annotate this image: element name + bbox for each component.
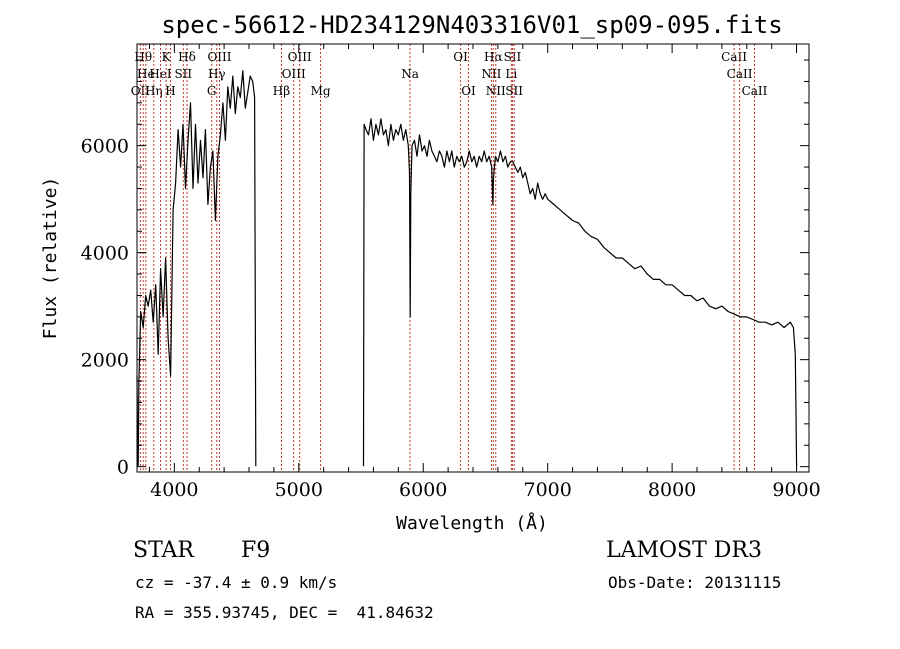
spectral-line-label: H	[165, 84, 175, 98]
spectral-line-label: OIII	[288, 50, 312, 64]
spectral-line-label: Hγ	[208, 67, 226, 81]
spectral-line-label: Hβ	[273, 84, 290, 98]
observation-date: Obs-Date: 20131115	[608, 573, 782, 592]
survey-name: LAMOST DR3	[606, 538, 762, 563]
series-layer	[136, 70, 798, 467]
spectral-line-label: NII	[486, 84, 506, 98]
y-tick-label: 6000	[81, 136, 129, 158]
spectral-line-label: OI	[453, 50, 468, 64]
spectral-line-label: SII	[505, 84, 523, 98]
spectral-line-label: G	[207, 84, 217, 98]
spectral-line-label: OIII	[207, 50, 231, 64]
ticks-layer: 4000 5000 6000 7000 8000 9000 0 2000 4000 6000	[81, 44, 821, 501]
x-tick-label: 4000	[150, 479, 198, 501]
y-tick-label: 2000	[81, 350, 129, 372]
object-class: STAR	[133, 538, 194, 563]
x-axis-label: Wavelength (Å)	[396, 512, 548, 534]
spectral-line-label: He	[137, 67, 155, 81]
y-tick-label: 0	[117, 457, 129, 479]
spectral-subclass: F9	[241, 538, 271, 563]
plot-frame	[136, 43, 810, 473]
x-tick-label: 5000	[275, 479, 323, 501]
x-tick-label: 8000	[648, 479, 696, 501]
spectral-line-label: SII	[174, 67, 192, 81]
y-axis-label: Flux (relative)	[40, 177, 61, 340]
spectral-line-label: K	[162, 50, 172, 64]
x-tick-label: 9000	[772, 479, 820, 501]
spectral-line-label: Li	[505, 67, 517, 81]
spectral-line-label: CaII	[727, 67, 753, 81]
spectral-line-label: Hη	[145, 84, 163, 98]
spectral-line-label: NII	[481, 67, 501, 81]
spectral-line-label: Hα	[484, 50, 503, 64]
spectral-line-label: CaII	[742, 84, 768, 98]
spectral-line-label: Na	[401, 67, 419, 81]
chart-title: spec-56612-HD234129N403316V01_sp09-095.f…	[161, 11, 782, 39]
coordinates: RA = 355.93745, DEC = 41.84632	[135, 603, 434, 622]
redshift-cz: cz = -37.4 ± 0.9 km/s	[135, 573, 338, 592]
spectral-line-label: Hδ	[178, 50, 196, 64]
x-tick-label: 7000	[523, 479, 571, 501]
x-tick-label: 6000	[399, 479, 447, 501]
spectral-line-label: SII	[504, 50, 522, 64]
spectral-line-label: OI	[461, 84, 476, 98]
spectrum-line	[362, 118, 798, 467]
y-tick-label: 4000	[81, 243, 129, 265]
spectral-line-label: OII	[131, 84, 151, 98]
spectrum-line	[136, 70, 257, 467]
spectral-lines-layer: OIIHθHeHηHeIKHSIIHδGHγOIIIHβOIIIOIIIMgNa…	[131, 44, 768, 472]
spectral-line-label: Mg	[311, 84, 331, 98]
spectral-line-label: HeI	[149, 67, 172, 81]
spectral-line-label: OIII	[282, 67, 306, 81]
spectral-line-label: CaII	[721, 50, 747, 64]
